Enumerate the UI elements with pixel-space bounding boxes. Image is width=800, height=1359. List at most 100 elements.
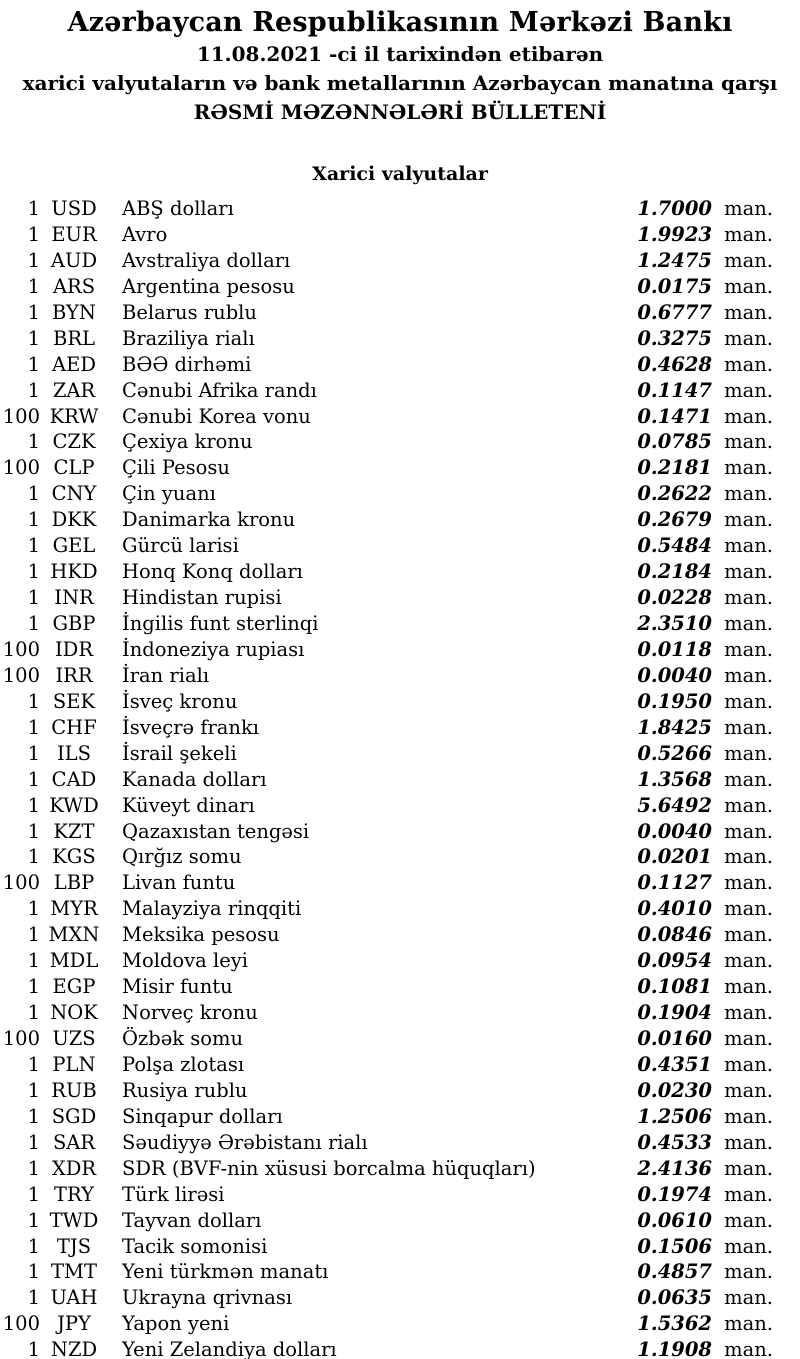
currency-code: KWD (49, 793, 99, 817)
rate-unit: man. (724, 1156, 773, 1180)
rate-quantity: 1 (27, 222, 40, 246)
rate-quantity: 1 (27, 1338, 40, 1359)
rate-value: 0.0785 (637, 430, 712, 454)
rate-quantity: 1 (27, 715, 40, 739)
rate-quantity: 100 (2, 663, 40, 687)
currency-name: Yapon yeni (122, 1312, 230, 1336)
rate-unit: man. (724, 1260, 773, 1284)
rate-quantity: 1 (27, 689, 40, 713)
rate-unit: man. (724, 586, 773, 610)
currency-name: Polşa zlotası (122, 1052, 245, 1076)
currency-name: Avro (122, 222, 168, 246)
currency-code: JPY (57, 1312, 91, 1336)
currency-name: Çexiya kronu (122, 430, 253, 454)
currency-code: CHF (51, 715, 97, 739)
rate-value: 0.1506 (637, 1234, 712, 1258)
rate-unit: man. (724, 508, 773, 532)
rate-row: 1 BYN Belarus rublu 0.6777 man. (0, 300, 773, 326)
rate-row: 100 UZS Özbək somu 0.0160 man. (0, 1026, 773, 1052)
rate-value: 1.2475 (637, 248, 712, 272)
rate-quantity: 1 (27, 1104, 40, 1128)
rate-unit: man. (724, 819, 773, 843)
currency-name: Argentina pesosu (122, 274, 295, 298)
rate-row: 1 KZT Qazaxıstan tengəsi 0.0040 man. (0, 819, 773, 845)
rate-quantity: 1 (27, 508, 40, 532)
rate-row: 1 CZK Çexiya kronu 0.0785 man. (0, 429, 773, 455)
rate-value: 1.1908 (637, 1338, 712, 1359)
currency-name: Tayvan dolları (122, 1208, 262, 1232)
currency-name: Meksika pesosu (122, 923, 280, 947)
currency-name: Səudiyyə Ərəbistanı rialı (122, 1130, 368, 1154)
rate-value: 0.4533 (637, 1130, 712, 1154)
rate-unit: man. (724, 1234, 773, 1258)
currency-code: DKK (51, 508, 97, 532)
rate-value: 0.1147 (637, 378, 712, 402)
currency-name: İsveç kronu (122, 689, 238, 713)
rate-row: 100 IRR İran rialı 0.0040 man. (0, 663, 773, 689)
rate-row: 1 GBP İngilis funt sterlinqi 2.3510 man. (0, 611, 773, 637)
rate-quantity: 1 (27, 274, 40, 298)
currency-code: ZAR (52, 378, 96, 402)
rate-quantity: 1 (27, 793, 40, 817)
rate-value: 0.0201 (637, 845, 712, 869)
rate-value: 0.2181 (637, 456, 712, 480)
currency-name: Hindistan rupisi (122, 586, 282, 610)
currency-name: BƏƏ dirhəmi (122, 352, 252, 376)
rate-value: 0.5484 (637, 534, 712, 558)
rate-row: 1 TWD Tayvan dolları 0.0610 man. (0, 1208, 773, 1234)
rate-unit: man. (724, 1286, 773, 1310)
currency-code: USD (51, 197, 97, 220)
rate-row: 1 AUD Avstraliya dolları 1.2475 man. (0, 248, 773, 274)
rate-value: 0.5266 (637, 741, 712, 765)
rate-unit: man. (724, 378, 773, 402)
currency-name: Qırğız somu (122, 845, 242, 869)
rate-row: 1 SAR Səudiyyə Ərəbistanı rialı 0.4533 m… (0, 1130, 773, 1156)
currency-name: Gürcü larisi (122, 534, 239, 558)
rate-value: 0.4010 (637, 897, 712, 921)
rate-row: 1 SGD Sinqapur dolları 1.2506 man. (0, 1104, 773, 1130)
currency-code: ARS (52, 274, 96, 298)
rate-quantity: 1 (27, 1156, 40, 1180)
rate-unit: man. (724, 300, 773, 324)
rate-row: 1 TMT Yeni türkmən manatı 0.4857 man. (0, 1259, 773, 1285)
rate-row: 1 CHF İsveçrə frankı 1.8425 man. (0, 715, 773, 741)
rate-quantity: 1 (27, 975, 40, 999)
rate-row: 1 EUR Avro 1.9923 man. (0, 222, 773, 248)
rate-row: 1 KWD Küveyt dinarı 5.6492 man. (0, 793, 773, 819)
rate-unit: man. (724, 923, 773, 947)
rate-value: 0.1904 (637, 1001, 712, 1025)
rate-value: 0.6777 (637, 300, 712, 324)
rate-value: 0.1127 (637, 871, 712, 895)
rate-unit: man. (724, 845, 773, 869)
currency-code: KGS (52, 845, 96, 869)
currency-code: TRY (54, 1182, 94, 1206)
rate-row: 1 ZAR Cənubi Afrika randı 0.1147 man. (0, 378, 773, 404)
currency-code: BRL (53, 326, 95, 350)
rate-quantity: 1 (27, 586, 40, 610)
rate-unit: man. (724, 689, 773, 713)
rate-quantity: 1 (27, 741, 40, 765)
rate-value: 1.8425 (637, 715, 712, 739)
rate-unit: man. (724, 456, 773, 480)
currency-code: CZK (52, 430, 96, 454)
rate-quantity: 1 (27, 378, 40, 402)
currency-code: CAD (51, 767, 97, 791)
rates-table: 1 USD ABŞ dolları 1.7000 man. 1 EUR Avro… (0, 196, 800, 1359)
rate-value: 2.3510 (637, 612, 712, 635)
rate-quantity: 1 (27, 534, 40, 558)
currency-name: Cənubi Afrika randı (122, 378, 317, 402)
currency-code: SEK (52, 689, 96, 713)
rate-quantity: 1 (27, 612, 40, 635)
rate-row: 1 SEK İsveç kronu 0.1950 man. (0, 689, 773, 715)
rate-unit: man. (724, 248, 773, 272)
rate-unit: man. (724, 1001, 773, 1025)
rate-value: 0.2622 (637, 482, 712, 506)
rate-row: 1 MYR Malayziya rinqqiti 0.4010 man. (0, 896, 773, 922)
currency-name: Çin yuanı (122, 482, 216, 506)
rate-row: 100 JPY Yapon yeni 1.5362 man. (0, 1311, 773, 1337)
rate-unit: man. (724, 404, 773, 428)
bulletin-title-line: RƏSMİ MƏZƏNNƏLƏRİ BÜLLETENİ (193, 100, 607, 124)
currency-code: CLP (53, 456, 95, 480)
rate-value: 5.6492 (637, 793, 712, 817)
rate-unit: man. (724, 352, 773, 376)
